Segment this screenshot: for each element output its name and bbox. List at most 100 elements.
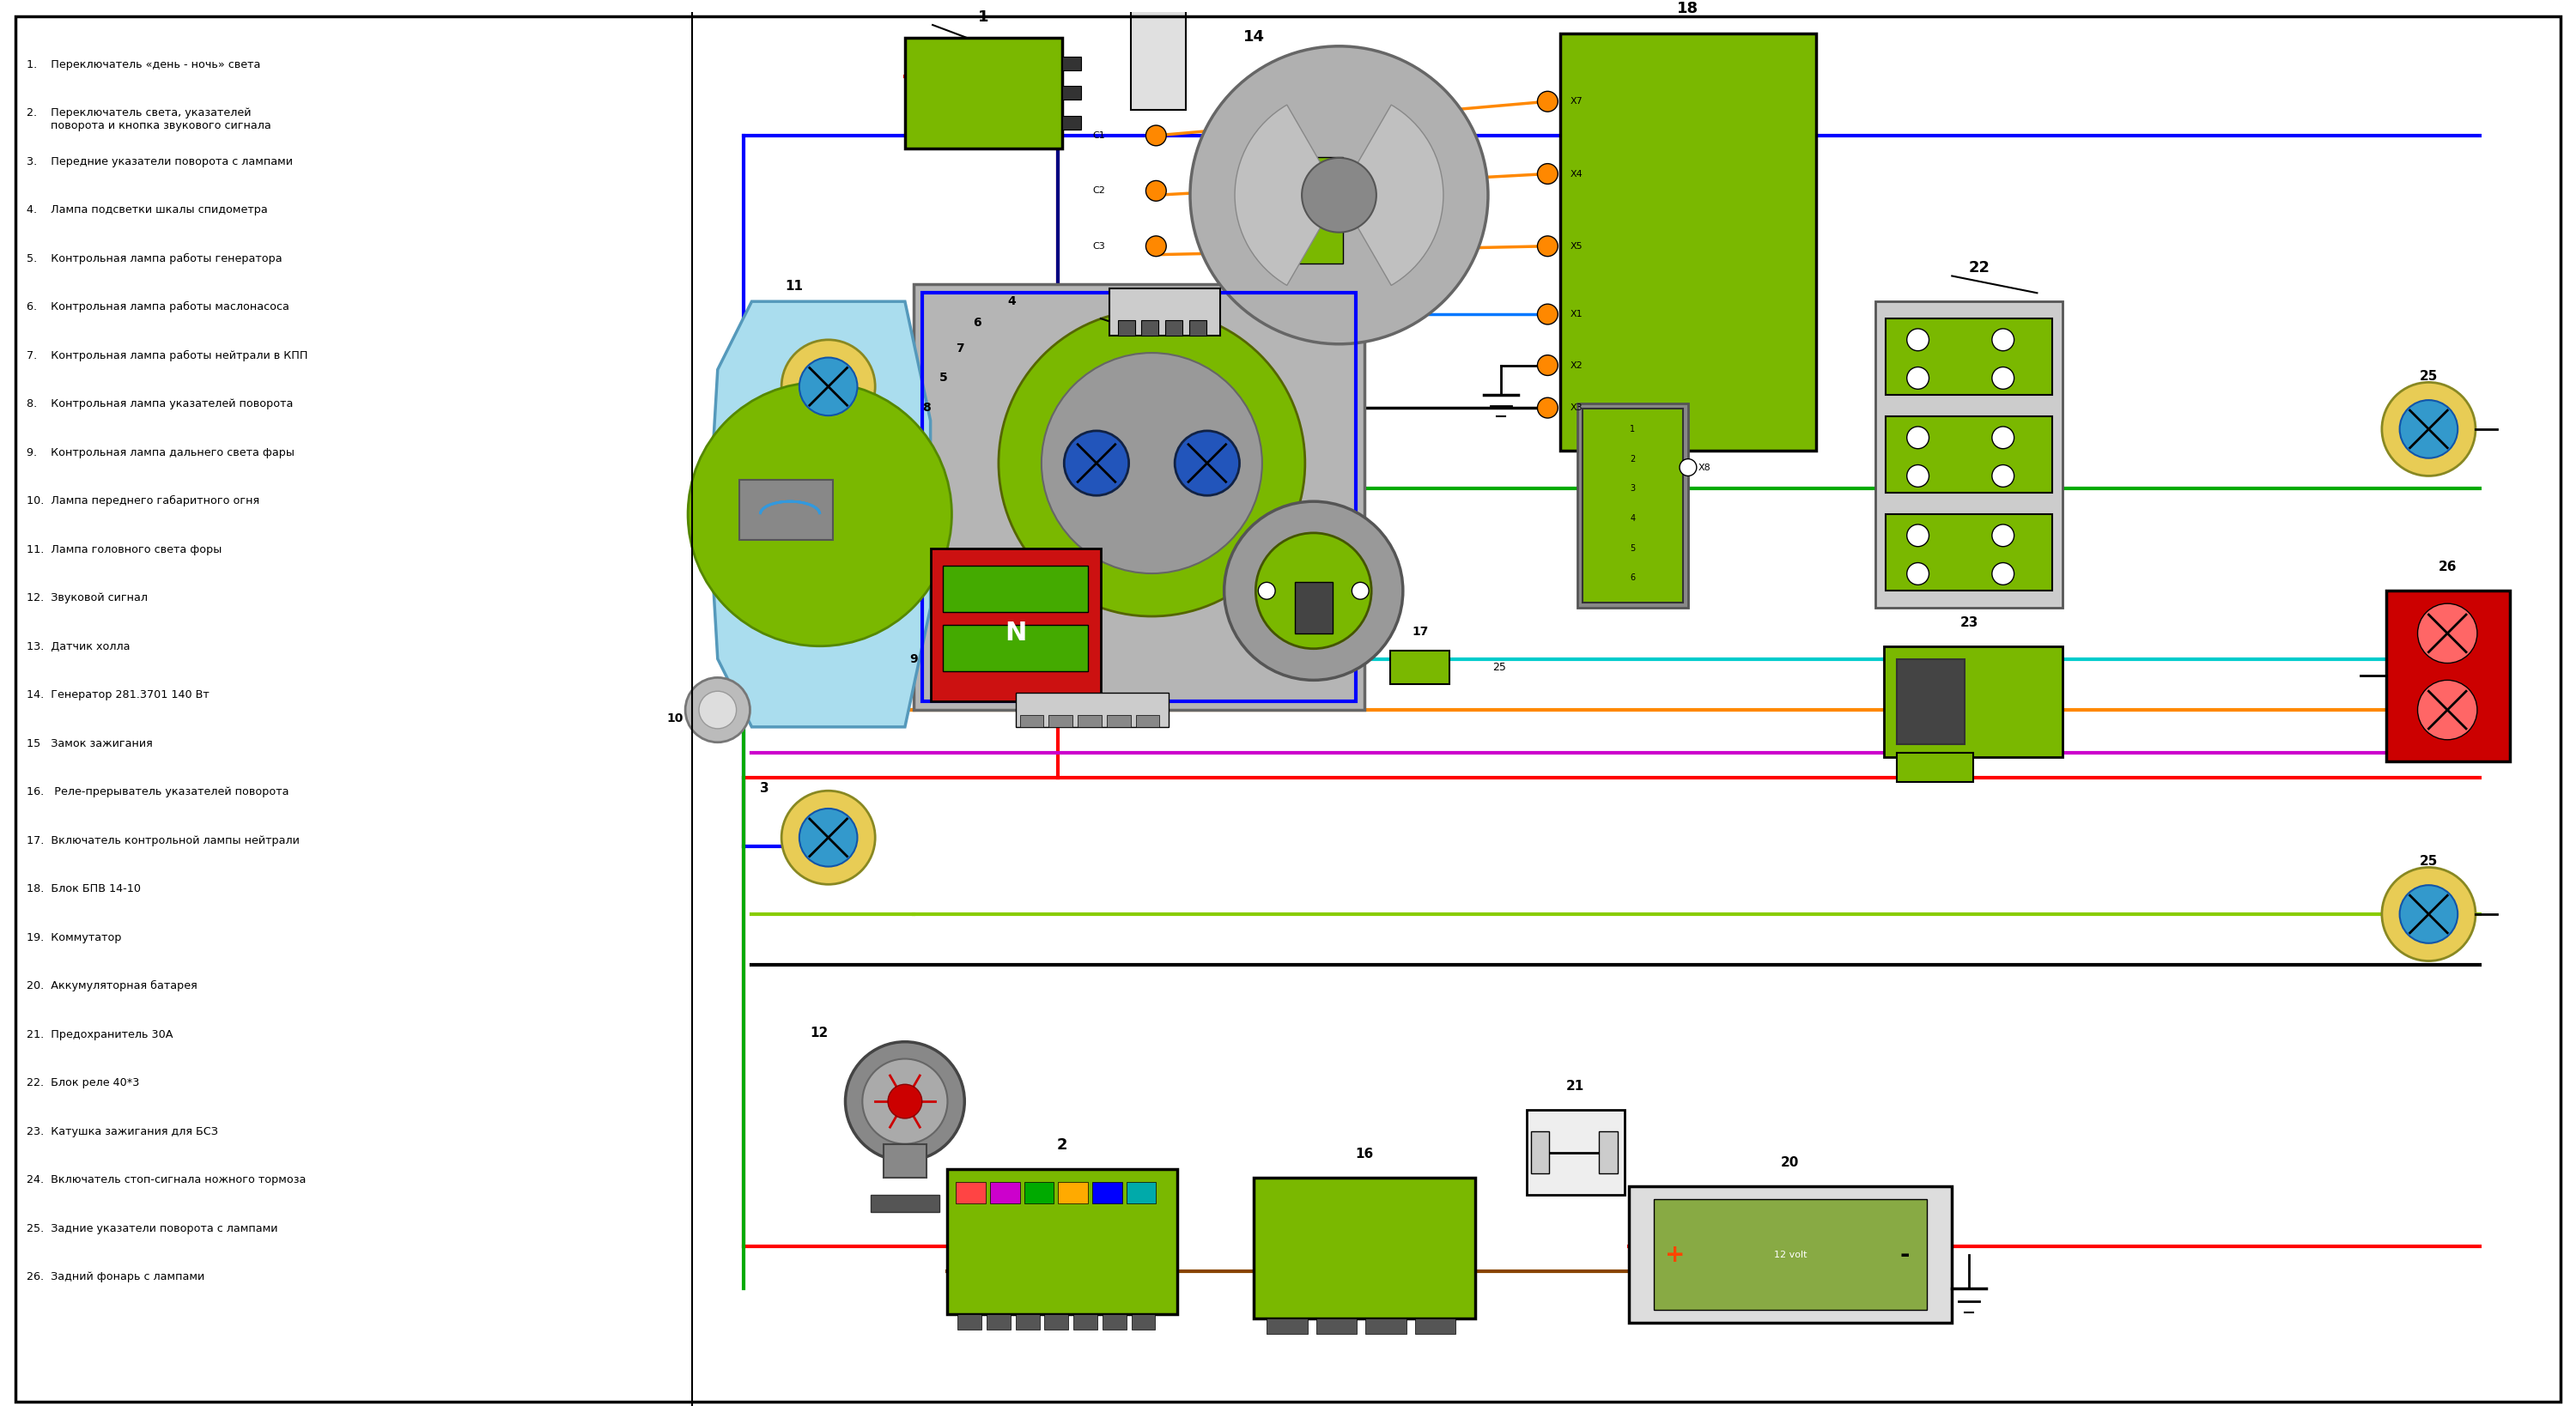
Bar (922, 292, 1355, 702)
Bar (1103, 1315, 1126, 1330)
Bar (1886, 319, 2053, 395)
Text: X3: X3 (1571, 404, 1584, 412)
Text: 11.  Лампа головного света форы: 11. Лампа головного света форы (26, 544, 222, 555)
Bar (1092, 1182, 1123, 1204)
Bar (1136, 716, 1159, 727)
Bar (943, 624, 1087, 672)
Text: 12.  Звуковой сигнал: 12. Звуковой сигнал (26, 592, 147, 603)
Circle shape (1352, 582, 1368, 599)
Text: 24.  Включатель стоп-сигнала ножного тормоза: 24. Включатель стоп-сигнала ножного торм… (26, 1174, 307, 1185)
Bar (1020, 716, 1043, 727)
Bar (1883, 647, 2063, 756)
Bar (1391, 651, 1450, 685)
Text: C2: C2 (1092, 187, 1105, 195)
Text: 6: 6 (1631, 574, 1636, 582)
Circle shape (1190, 46, 1489, 344)
Text: 3: 3 (760, 782, 768, 796)
Circle shape (1906, 562, 1929, 585)
Bar (948, 1170, 1177, 1315)
Circle shape (1991, 329, 2014, 352)
Text: 9: 9 (909, 652, 917, 665)
Text: 22: 22 (1968, 260, 1991, 276)
Bar (1059, 1182, 1087, 1204)
Circle shape (1906, 426, 1929, 449)
Circle shape (1301, 157, 1376, 232)
Text: C3: C3 (1092, 242, 1105, 250)
Circle shape (799, 357, 858, 416)
Text: 18.  Блок БПВ 14-10: 18. Блок БПВ 14-10 (26, 883, 142, 894)
Bar (1110, 288, 1221, 336)
Text: 15: 15 (1159, 593, 1177, 606)
Circle shape (1991, 426, 2014, 449)
Circle shape (1257, 582, 1275, 599)
Bar (1015, 1315, 1041, 1330)
Text: 20: 20 (1780, 1157, 1801, 1170)
Bar (871, 1195, 940, 1212)
Circle shape (2401, 886, 2458, 943)
Text: 10.  Лампа переднего габаритного огня: 10. Лампа переднего габаритного огня (26, 495, 260, 506)
Bar (1577, 404, 1687, 607)
Text: 26.  Задний фонарь с лампами: 26. Задний фонарь с лампами (26, 1271, 204, 1282)
Text: 23.  Катушка зажигания для БСЗ: 23. Катушка зажигания для БСЗ (26, 1126, 219, 1137)
Circle shape (781, 790, 876, 884)
Circle shape (999, 309, 1306, 616)
Text: 3: 3 (760, 332, 768, 344)
Circle shape (1538, 91, 1558, 111)
Text: 10: 10 (667, 713, 683, 724)
Text: 14.  Генератор 281.3701 140 Вт: 14. Генератор 281.3701 140 Вт (26, 689, 209, 700)
Circle shape (1991, 367, 2014, 389)
Bar (1126, 1182, 1157, 1204)
Text: 4: 4 (1631, 515, 1636, 523)
Bar (884, 1144, 927, 1178)
Text: 6.    Контрольная лампа работы маслонасоса: 6. Контрольная лампа работы маслонасоса (26, 301, 289, 312)
Bar (930, 548, 1100, 702)
Bar (1131, 1315, 1154, 1330)
Text: X5: X5 (1571, 242, 1584, 250)
Bar (914, 284, 1365, 710)
Circle shape (2383, 382, 2476, 475)
Circle shape (1906, 524, 1929, 547)
Bar (1296, 217, 1342, 263)
Text: X4: X4 (1571, 170, 1584, 179)
Circle shape (1680, 458, 1698, 475)
Text: 17.  Включатель контрольной лампы нейтрали: 17. Включатель контрольной лампы нейтрал… (26, 835, 299, 846)
Circle shape (889, 1084, 922, 1118)
Circle shape (1146, 180, 1167, 201)
Text: 13: 13 (1136, 321, 1154, 333)
Bar (1108, 716, 1131, 727)
Bar (989, 1182, 1020, 1204)
Text: 5: 5 (1631, 544, 1636, 553)
Text: 7: 7 (956, 342, 963, 354)
Text: 25: 25 (2419, 370, 2437, 382)
Text: 24: 24 (1927, 728, 1942, 740)
Text: 19: 19 (1623, 374, 1641, 387)
Circle shape (1538, 163, 1558, 184)
Circle shape (698, 692, 737, 728)
Text: X2: X2 (1571, 361, 1584, 370)
Circle shape (1906, 329, 1929, 352)
Circle shape (781, 340, 876, 433)
Circle shape (1538, 356, 1558, 375)
Bar (1043, 1315, 1069, 1330)
Bar (1025, 1182, 1054, 1204)
Bar (987, 1315, 1010, 1330)
Text: 5.    Контрольная лампа работы генератора: 5. Контрольная лампа работы генератора (26, 253, 281, 264)
Circle shape (863, 1059, 948, 1144)
Bar (1296, 582, 1332, 633)
Circle shape (2401, 401, 2458, 458)
Text: 12: 12 (809, 1026, 829, 1039)
Text: 25.  Задние указатели поворота с лампами: 25. Задние указатели поворота с лампами (26, 1223, 278, 1234)
Bar (1061, 115, 1082, 129)
Text: 3: 3 (1631, 485, 1636, 494)
Text: 19.  Коммутатор: 19. Коммутатор (26, 932, 121, 943)
Bar (1267, 1319, 1309, 1334)
Bar (1628, 1187, 1953, 1323)
Circle shape (2419, 603, 2478, 664)
Bar (1296, 157, 1342, 204)
Circle shape (1991, 562, 2014, 585)
Bar (1365, 1319, 1406, 1334)
Text: 2: 2 (1631, 454, 1636, 463)
Bar (1414, 1319, 1455, 1334)
Text: -: - (1901, 1243, 1909, 1267)
Bar (1061, 56, 1082, 70)
